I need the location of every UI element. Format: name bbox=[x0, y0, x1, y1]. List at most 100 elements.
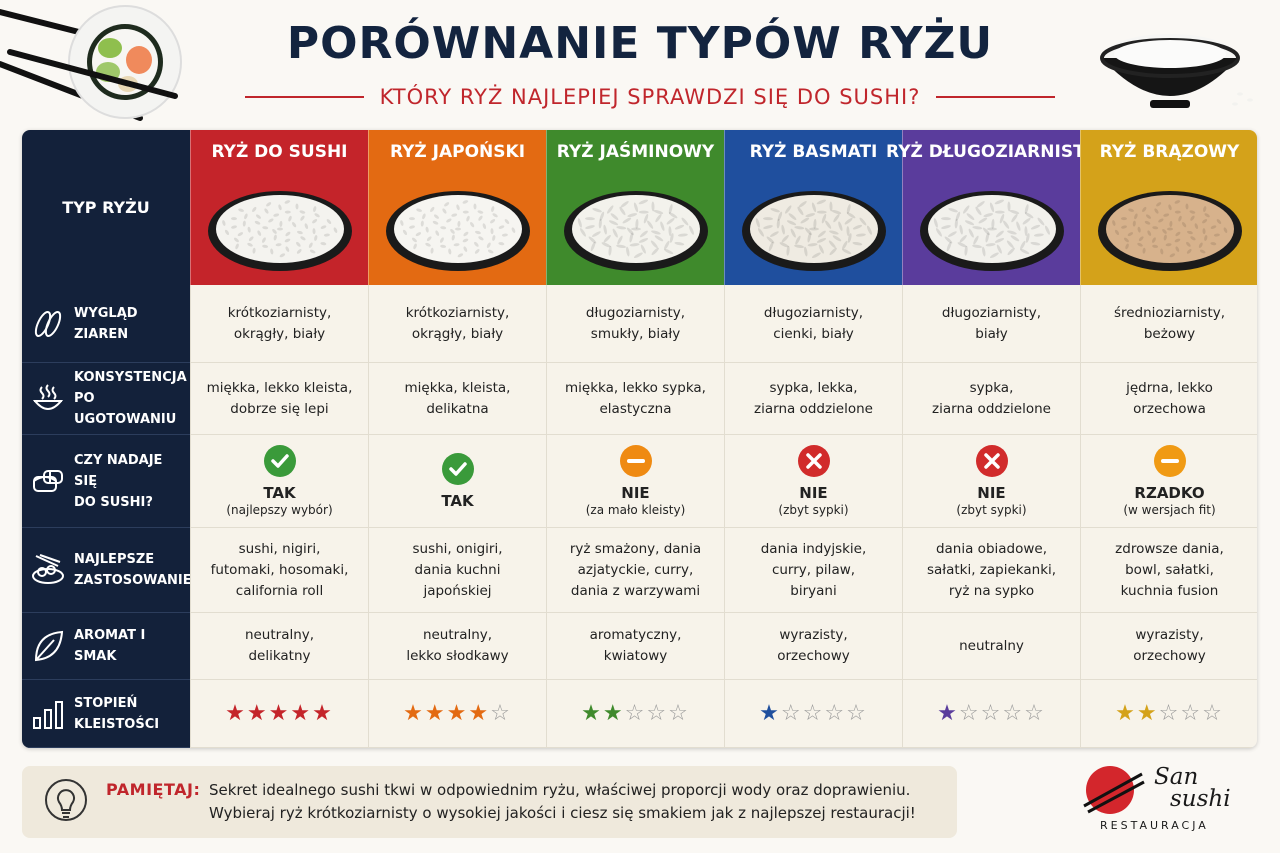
consistency-cell: miękka, kleista, delikatna bbox=[368, 363, 546, 435]
suitability-cell: NIE (za mało kleisty) bbox=[546, 435, 724, 528]
usage-text: dania kuchni bbox=[414, 561, 501, 578]
filled-star-icon: ★ bbox=[1136, 700, 1159, 726]
empty-star-icon: ☆ bbox=[1180, 700, 1203, 726]
usage-cell: sushi, onigiri, dania kuchni japońskiej bbox=[368, 528, 546, 613]
lightbulb-icon bbox=[45, 779, 87, 821]
usage-text: azjatyckie, curry, bbox=[577, 561, 694, 578]
appearance-cell: krótkoziarnisty, okrągły, biały bbox=[368, 285, 546, 363]
filled-star-icon: ★ bbox=[290, 700, 313, 726]
stickiness-cell: ★★★★☆ bbox=[368, 680, 546, 748]
rice-bowl-icon bbox=[741, 191, 886, 271]
type-name: RYŻ BASMATI bbox=[749, 142, 878, 162]
empty-star-icon: ☆ bbox=[1002, 700, 1025, 726]
row-label-text: AROMAT I SMAK bbox=[74, 625, 190, 667]
filled-star-icon: ★ bbox=[581, 700, 603, 726]
rice-bowl-icon bbox=[919, 191, 1064, 271]
usage-cells: sushi, nigiri, futomaki, hosomaki, califor… bbox=[190, 528, 1257, 613]
consistency-text: miękka, lekko sypka, bbox=[565, 379, 706, 396]
usage-text: california roll bbox=[235, 582, 324, 599]
appearance-cell: krótkoziarnisty, okrągły, biały bbox=[190, 285, 368, 363]
consistency-row: KONSYSTENCJA PO UGOTOWANIU miękka, lekko … bbox=[22, 363, 1257, 435]
consistency-text: sypka, lekka, bbox=[769, 379, 858, 396]
logo-name-san: San bbox=[1154, 764, 1199, 790]
row-label-aroma: AROMAT I SMAK bbox=[22, 613, 190, 680]
consistency-text: elastyczna bbox=[599, 400, 672, 417]
usage-text: dania obiadowe, bbox=[935, 540, 1048, 557]
empty-star-icon: ☆ bbox=[624, 700, 647, 726]
usage-row: NAJLEPSZE ZASTOSOWANIE sushi, nigiri, futo… bbox=[22, 528, 1257, 613]
appearance-text: długoziarnisty, bbox=[763, 304, 864, 321]
consistency-text: jędrna, lekko bbox=[1126, 379, 1213, 396]
usage-text: ryż smażony, dania bbox=[569, 540, 702, 557]
empty-star-icon: ☆ bbox=[1024, 700, 1046, 726]
aroma-text: neutralny, bbox=[244, 627, 315, 643]
cross-icon bbox=[797, 445, 830, 477]
suitability-verdict: NIE bbox=[799, 484, 828, 502]
filled-star-icon: ★ bbox=[424, 700, 447, 726]
suitability-verdict: NIE bbox=[977, 484, 1006, 502]
suitability-verdict: TAK bbox=[441, 492, 474, 510]
stickiness-cell: ★☆☆☆☆ bbox=[902, 680, 1080, 748]
consistency-cells: miękka, lekko kleista, dobrze się lepi mię… bbox=[190, 363, 1257, 435]
filled-star-icon: ★ bbox=[268, 700, 291, 726]
suitability-verdict: RZADKO bbox=[1134, 484, 1205, 502]
usage-cell: dania obiadowe, sałatki, zapiekanki, ryż n… bbox=[902, 528, 1080, 613]
filled-star-icon: ★ bbox=[446, 700, 469, 726]
star-rating: ★★☆☆☆ bbox=[581, 700, 690, 726]
usage-text: dania z warzywami bbox=[570, 582, 701, 599]
aroma-text: kwiatowy bbox=[603, 648, 668, 664]
appearance-text: krótkoziarnisty, bbox=[227, 304, 332, 321]
subtitle-right-rule bbox=[936, 96, 1056, 98]
steaming-bowl-icon bbox=[32, 383, 64, 410]
aroma-cell: neutralny bbox=[902, 613, 1080, 680]
aroma-text: orzechowy bbox=[777, 648, 850, 664]
usage-text: sushi, onigiri, bbox=[412, 540, 503, 557]
appearance-text: krótkoziarnisty, bbox=[405, 304, 510, 321]
type-name: RYŻ DŁUGOZIARNISTY bbox=[886, 142, 1097, 162]
star-rating: ★★★★☆ bbox=[403, 700, 512, 726]
appearance-text: średnioziarnisty, bbox=[1113, 304, 1226, 321]
type-name: RYŻ JAŚMINOWY bbox=[556, 142, 715, 162]
type-header-5: RYŻ BRĄZOWY bbox=[1080, 130, 1257, 285]
appearance-text: beżowy bbox=[1143, 325, 1196, 342]
empty-star-icon: ☆ bbox=[846, 700, 868, 726]
row-label-line: PO UGOTOWANIU bbox=[74, 391, 177, 427]
usage-text: dania indyjskie, bbox=[760, 540, 867, 557]
filled-star-icon: ★ bbox=[246, 700, 269, 726]
row-label-text: CZY NADAJE SIĘ DO SUSHI? bbox=[74, 450, 190, 513]
filled-star-icon: ★ bbox=[602, 700, 625, 726]
empty-star-icon: ☆ bbox=[980, 700, 1003, 726]
usage-cell: dania indyjskie, curry, pilaw, biryani bbox=[724, 528, 902, 613]
appearance-text: długoziarnisty, bbox=[941, 304, 1042, 321]
empty-star-icon: ☆ bbox=[646, 700, 669, 726]
type-header-2: RYŻ JAŚMINOWY bbox=[546, 130, 724, 285]
appearance-text: okrągły, biały bbox=[233, 325, 326, 342]
aroma-text: neutralny, bbox=[422, 627, 493, 643]
aroma-text: orzechowy bbox=[1133, 648, 1206, 664]
type-header-3: RYŻ BASMATI bbox=[724, 130, 902, 285]
suitability-cell: TAK bbox=[368, 435, 546, 528]
suitability-cells: TAK (najlepszy wybór) TAK NIE (za mało kleis… bbox=[190, 435, 1257, 528]
suitability-cell: TAK (najlepszy wybór) bbox=[190, 435, 368, 528]
consistency-text: miękka, kleista, bbox=[404, 379, 511, 396]
bar-chart-icon bbox=[33, 700, 63, 729]
consistency-cell: sypka, ziarna oddzielone bbox=[902, 363, 1080, 435]
aroma-cells: neutralny, delikatny neutralny, lekko słodk… bbox=[190, 613, 1257, 680]
usage-text: ryż na sypko bbox=[948, 582, 1035, 599]
empty-star-icon: ☆ bbox=[824, 700, 847, 726]
suitability-note: (w wersjach fit) bbox=[1123, 503, 1216, 517]
corner-label: TYP RYŻU bbox=[22, 130, 190, 285]
appearance-cell: długoziarnisty, cienki, biały bbox=[724, 285, 902, 363]
row-label-text: WYGLĄD ZIAREN bbox=[74, 303, 190, 345]
row-label-line: NAJLEPSZE bbox=[74, 552, 155, 567]
restaurant-logo: San sushi RESTAURACJA bbox=[1078, 762, 1258, 842]
filled-star-icon: ★ bbox=[403, 700, 425, 726]
appearance-cell: długoziarnisty, biały bbox=[902, 285, 1080, 363]
type-name: RYŻ BRĄZOWY bbox=[1099, 142, 1240, 162]
minus-icon bbox=[1153, 445, 1186, 477]
comparison-table: TYP RYŻU RYŻ DO SUSHI RYŻ JAPOŃSKI RYŻ JAŚ… bbox=[22, 130, 1257, 748]
consistency-cell: jędrna, lekko orzechowa bbox=[1080, 363, 1257, 435]
rice-bowl-icon bbox=[1097, 191, 1242, 271]
sushi-plate-icon bbox=[32, 554, 64, 584]
stickiness-cell: ★★☆☆☆ bbox=[546, 680, 724, 748]
